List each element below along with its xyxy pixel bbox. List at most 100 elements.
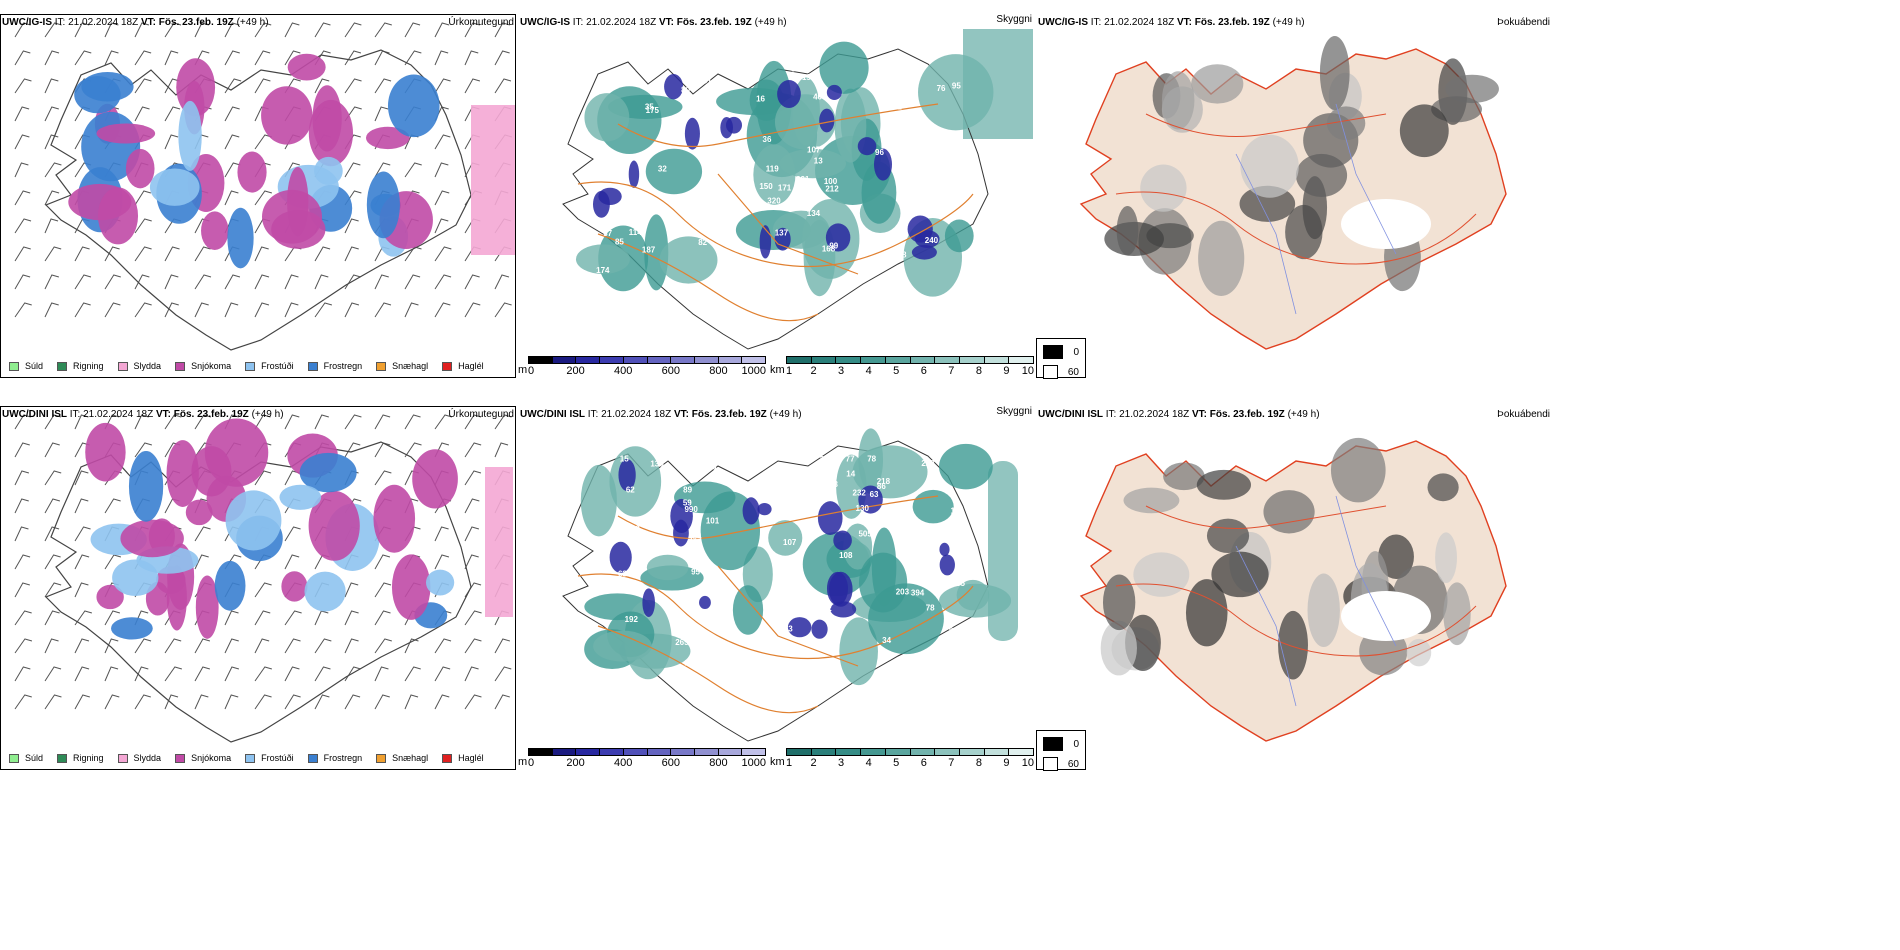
fog-index-area — [1206, 518, 1250, 554]
wind-barb — [404, 666, 421, 682]
scale-swatch — [647, 749, 672, 755]
scale-swatch — [529, 749, 553, 755]
wind-barb — [254, 50, 271, 66]
ceiling-label: 265 — [675, 638, 689, 647]
ceiling-label: 168 — [822, 244, 836, 253]
legend-swatch — [245, 361, 256, 371]
ceiling-label: 99 — [829, 242, 838, 251]
fog-legend-top: 0 60 — [1036, 338, 1086, 379]
wind-barb — [374, 162, 391, 178]
wind-barb — [374, 610, 391, 626]
low-ceiling-area — [609, 541, 632, 573]
scale-tick-label: 3 — [838, 757, 845, 769]
wind-barb — [74, 414, 89, 430]
ceiling-label: 95 — [952, 82, 961, 91]
ceiling-label: 137 — [775, 229, 789, 238]
wind-barb — [164, 666, 182, 682]
wind-barb — [14, 162, 29, 178]
wind-barb — [14, 526, 29, 542]
fog-index-area — [1161, 71, 1195, 130]
wind-barb — [374, 274, 389, 290]
wind-barb — [464, 302, 481, 318]
wind-barb — [224, 134, 240, 150]
legend-label: Snjókoma — [191, 753, 232, 763]
wind-barb — [104, 666, 119, 682]
wind-barb — [134, 638, 152, 654]
ceiling-label: 400 — [813, 93, 827, 102]
wind-barb — [434, 302, 451, 318]
scale-swatch — [671, 749, 695, 755]
precip-legend-item: Snjókoma — [175, 361, 231, 371]
wind-barb — [344, 78, 362, 94]
wind-barb — [134, 22, 150, 38]
ceiling-label: 321 — [797, 584, 811, 593]
wind-barb — [404, 442, 422, 458]
ceiling-label: 108 — [839, 551, 853, 560]
scale-swatch — [984, 749, 1010, 755]
visibility-unit-top: km — [770, 364, 785, 376]
low-visibility-area — [912, 489, 954, 524]
precip-area — [201, 211, 229, 251]
scale-swatch — [935, 749, 960, 755]
ceiling-label: 938 — [893, 250, 907, 259]
low-ceiling-area — [826, 84, 842, 100]
ceiling-label: 240 — [925, 236, 939, 245]
wind-barb — [404, 274, 421, 290]
precip-legend: Súld Rigning Slydda Snjókoma Frostúði Frostre… — [9, 361, 498, 371]
low-ceiling-area — [830, 601, 857, 618]
wind-barb — [254, 134, 273, 150]
fog-index-area — [1116, 205, 1139, 256]
scale-swatch — [885, 749, 911, 755]
legend-label: Rigning — [73, 753, 104, 763]
ceiling-label: 191 — [897, 83, 911, 92]
fog-legend-label: 0 — [1073, 346, 1079, 358]
wind-barb — [374, 78, 392, 94]
wind-barb — [344, 442, 361, 458]
ceiling-label: 32 — [658, 164, 667, 173]
wind-barb — [164, 414, 182, 430]
precip-area — [365, 126, 410, 150]
scale-swatch — [647, 357, 672, 363]
fog-index-area — [1211, 551, 1269, 598]
ceiling-label: 86 — [877, 482, 886, 491]
precip-legend-item: Frostúði — [245, 753, 294, 763]
wind-barb — [14, 470, 30, 486]
ceiling-label: 135 — [650, 459, 664, 468]
precip-area — [120, 519, 184, 558]
scale-tick-label: 400 — [614, 365, 633, 377]
wind-barb — [344, 162, 361, 178]
wind-barb — [14, 666, 31, 682]
wind-barb — [104, 246, 120, 262]
visibility-map-bottom: 9589841252651923211056273203101706263631… — [562, 428, 1018, 742]
legend-label: Slydda — [133, 753, 162, 763]
wind-barb — [284, 554, 300, 570]
legend-swatch — [245, 753, 256, 763]
ceiling-label: 83 — [738, 152, 747, 161]
low-ceiling-area — [857, 137, 877, 156]
wind-barb — [224, 302, 239, 318]
wind-barb — [14, 50, 31, 66]
wind-barb — [74, 302, 91, 318]
fog-index-area — [1263, 490, 1315, 534]
wind-barb — [194, 554, 209, 570]
fog-index-area — [1378, 534, 1414, 580]
precip-legend-item: Snæhagl — [376, 361, 428, 371]
ceiling-unit-top: m — [518, 364, 528, 376]
wind-barb — [314, 274, 329, 290]
wind-barb — [494, 638, 510, 654]
wind-barb — [344, 610, 359, 626]
ceiling-scale-top: 0 200 400 600 800 1000 — [528, 356, 766, 378]
low-ceiling-area — [826, 571, 849, 606]
wind-barb — [44, 694, 62, 710]
wind-barb — [224, 106, 240, 122]
wind-barb — [344, 694, 361, 710]
wind-barb — [44, 582, 62, 598]
low-ceiling-area — [787, 617, 812, 638]
precip-legend-item: Súld — [9, 753, 43, 763]
wind-barb — [194, 666, 211, 682]
wind-barb — [404, 50, 422, 66]
legend-swatch — [9, 361, 19, 371]
ceiling-label: 76 — [937, 84, 946, 93]
wind-barb — [254, 246, 269, 262]
wind-barb — [194, 694, 209, 710]
